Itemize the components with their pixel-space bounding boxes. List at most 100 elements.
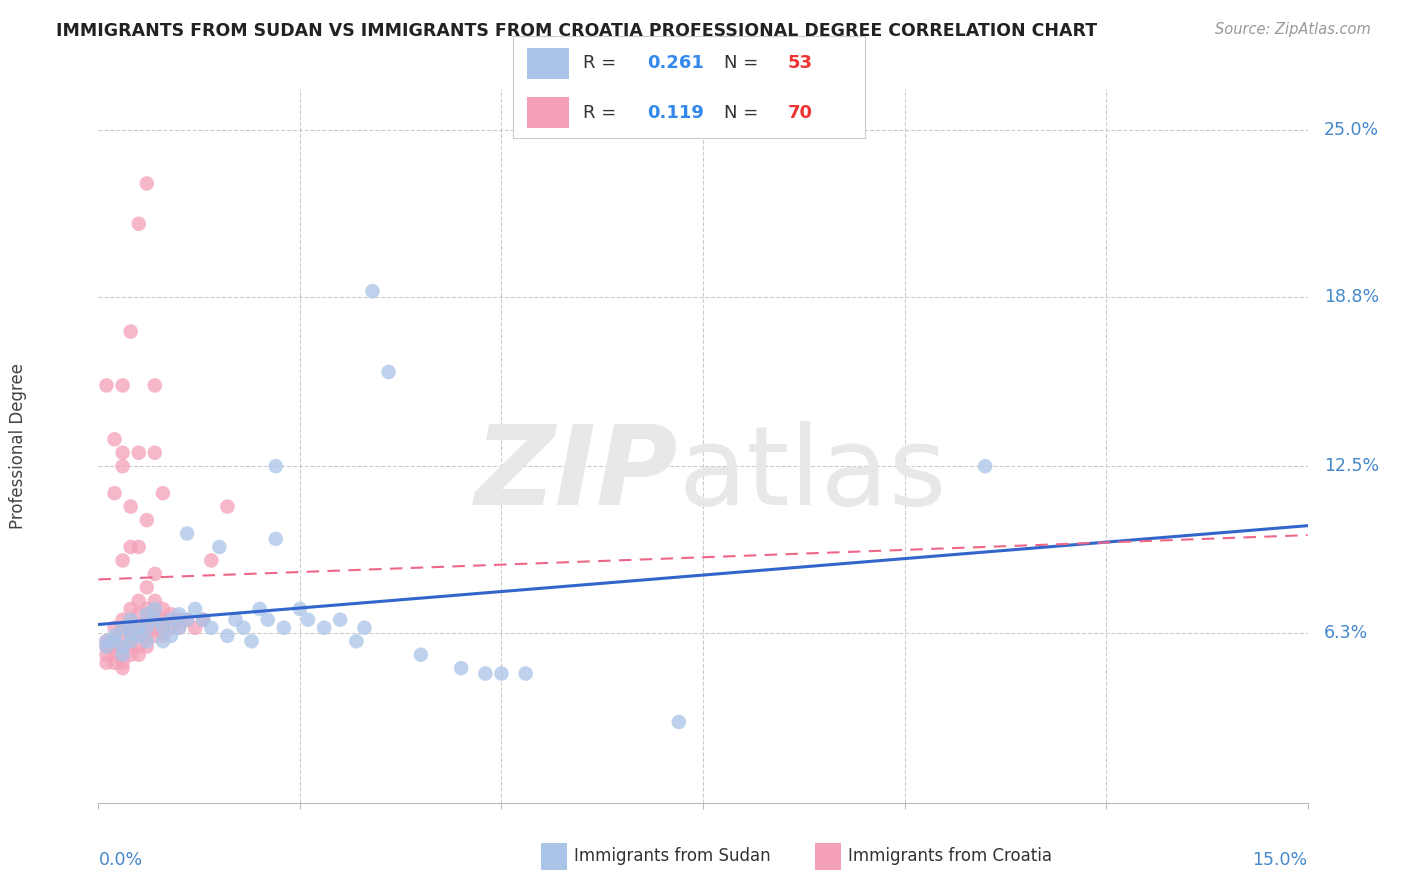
Point	[135, 640, 157, 654]
Point	[143, 594, 166, 608]
Point	[103, 656, 125, 670]
Point	[167, 621, 190, 635]
Point	[264, 532, 287, 546]
Point	[491, 666, 513, 681]
Point	[103, 621, 125, 635]
Point	[103, 648, 125, 662]
Point	[120, 621, 142, 635]
Point	[128, 594, 150, 608]
Point	[152, 629, 174, 643]
Point	[167, 607, 190, 622]
Point	[111, 621, 134, 635]
Point	[143, 621, 166, 635]
Point	[128, 621, 150, 635]
Text: N =: N =	[724, 54, 763, 72]
Point	[128, 446, 150, 460]
Point	[232, 621, 254, 635]
Point	[143, 629, 166, 643]
Text: 0.261: 0.261	[647, 54, 703, 72]
Point	[208, 540, 231, 554]
Point	[128, 640, 150, 654]
Bar	[527, 48, 569, 78]
Point	[200, 621, 222, 635]
Point	[152, 486, 174, 500]
Point	[224, 613, 246, 627]
Point	[111, 459, 134, 474]
Point	[120, 613, 142, 627]
Point	[143, 607, 166, 622]
Point	[135, 613, 157, 627]
Point	[474, 666, 496, 681]
Point	[111, 640, 134, 654]
Point	[128, 607, 150, 622]
Point	[515, 666, 537, 681]
Point	[353, 621, 375, 635]
Text: 0.119: 0.119	[647, 103, 703, 121]
Point	[344, 634, 367, 648]
Point	[135, 513, 157, 527]
Point	[96, 648, 118, 662]
Point	[120, 629, 142, 643]
Bar	[527, 97, 569, 128]
Point	[120, 626, 142, 640]
Text: 70: 70	[787, 103, 813, 121]
Point	[974, 459, 997, 474]
Point	[668, 714, 690, 729]
Point	[273, 621, 295, 635]
Text: 12.5%: 12.5%	[1323, 458, 1379, 475]
Point	[135, 607, 157, 622]
Point	[135, 621, 157, 635]
Point	[176, 613, 198, 627]
Point	[111, 621, 134, 635]
Point	[176, 526, 198, 541]
Point	[160, 613, 183, 627]
Point	[111, 648, 134, 662]
Point	[361, 284, 384, 298]
Point	[120, 325, 142, 339]
Point	[135, 621, 157, 635]
Point	[409, 648, 432, 662]
Point	[135, 629, 157, 643]
Point	[111, 446, 134, 460]
Text: 18.8%: 18.8%	[1323, 287, 1379, 306]
Point	[143, 602, 166, 616]
Point	[143, 378, 166, 392]
Point	[120, 540, 142, 554]
Point	[103, 640, 125, 654]
Point	[128, 540, 150, 554]
Point	[288, 602, 311, 616]
Point	[111, 648, 134, 662]
Point	[120, 634, 142, 648]
Point	[143, 566, 166, 581]
Point	[135, 602, 157, 616]
Text: 6.3%: 6.3%	[1323, 624, 1368, 642]
Point	[128, 629, 150, 643]
Point	[200, 553, 222, 567]
Text: Professional Degree: Professional Degree	[8, 363, 27, 529]
Text: atlas: atlas	[679, 421, 948, 528]
Point	[135, 177, 157, 191]
Point	[249, 602, 271, 616]
Text: R =: R =	[583, 54, 623, 72]
Point	[167, 621, 190, 635]
Point	[184, 621, 207, 635]
Point	[152, 621, 174, 635]
Point	[103, 634, 125, 648]
Text: ZIP: ZIP	[475, 421, 679, 528]
Point	[103, 486, 125, 500]
Point	[111, 661, 134, 675]
Point	[120, 648, 142, 662]
Point	[96, 634, 118, 648]
Point	[160, 607, 183, 622]
Point	[240, 634, 263, 648]
Point	[103, 629, 125, 643]
Point	[96, 656, 118, 670]
Point	[264, 459, 287, 474]
Point	[128, 621, 150, 635]
Point	[103, 432, 125, 446]
Point	[128, 648, 150, 662]
Point	[143, 446, 166, 460]
Text: N =: N =	[724, 103, 763, 121]
Point	[111, 640, 134, 654]
Point	[111, 656, 134, 670]
